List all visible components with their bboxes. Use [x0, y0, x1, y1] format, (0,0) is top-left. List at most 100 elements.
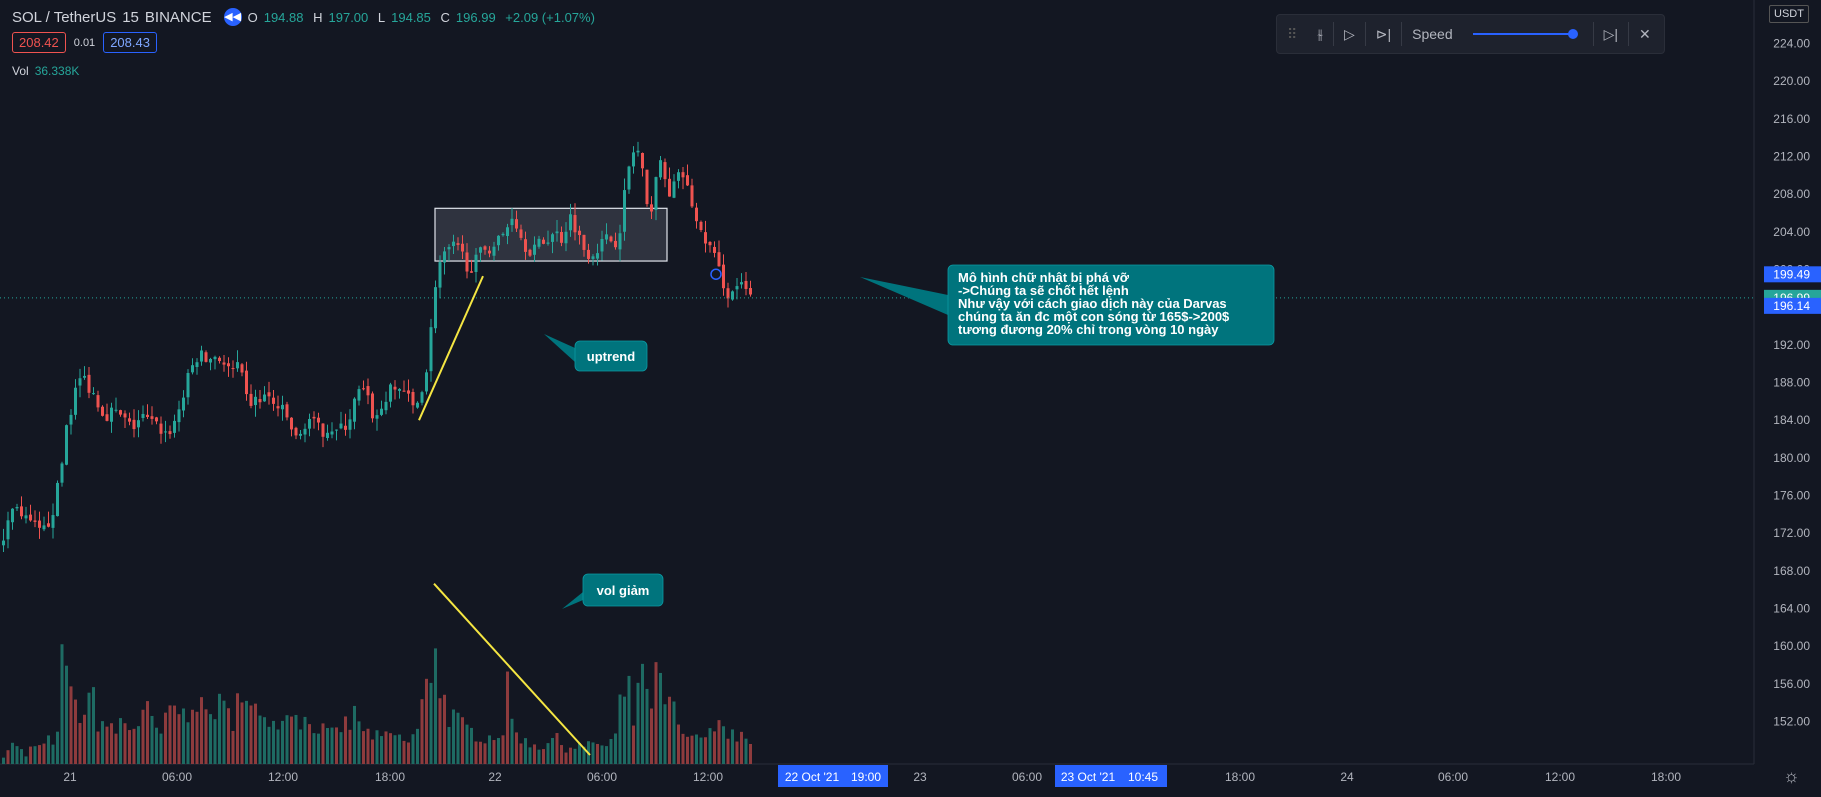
x-tick-label: 12:00	[693, 770, 723, 784]
candle	[110, 407, 113, 422]
volume-bar	[15, 746, 19, 764]
volume-bar	[69, 686, 73, 764]
volume-bar	[56, 731, 59, 764]
candle	[438, 262, 442, 288]
volume-bar	[398, 734, 401, 764]
volume-bar	[24, 756, 28, 764]
volume-bar	[141, 709, 145, 764]
gear-icon[interactable]: ☼	[1783, 766, 1800, 786]
volume-bar	[101, 721, 104, 764]
candle	[51, 515, 55, 528]
candle	[231, 368, 235, 370]
symbol-name[interactable]: SOL / TetherUS	[12, 8, 117, 26]
volume-bar	[168, 705, 172, 764]
volume-bar	[434, 648, 437, 764]
speed-label: Speed	[1412, 26, 1453, 42]
breakout-callout: Mô hình chữ nhật bị phá vỡ->Chúng ta sẽ …	[860, 264, 1275, 346]
volume-bar	[155, 727, 158, 764]
x-tick-label: 23	[913, 770, 927, 784]
volume-bar	[627, 675, 631, 764]
volume-bar	[195, 711, 199, 764]
candle	[312, 416, 316, 419]
candle	[546, 242, 550, 244]
volume-bar	[470, 727, 473, 764]
y-tick-label: 192.00	[1773, 338, 1810, 352]
sell-button[interactable]: 208.42	[12, 32, 66, 53]
volume-bar	[717, 720, 721, 764]
volume-bar	[542, 749, 545, 764]
candle	[686, 175, 689, 186]
volume-bar	[452, 709, 455, 764]
volume-bar	[384, 731, 388, 764]
volume-bar	[672, 701, 676, 764]
candle	[56, 482, 59, 517]
symbol-header: SOL / TetherUS 15 BINANCE ◀◀ O 194.88 H 19…	[12, 8, 607, 26]
play-icon[interactable]: ▷	[1343, 25, 1355, 42]
volume-bar	[2, 757, 5, 764]
volume-bar	[447, 726, 451, 764]
ohlc-values: O 194.88 H 197.00 L 194.85 C 196.99 +2.09 (+…	[247, 9, 595, 25]
candle	[515, 219, 518, 229]
rewind-icon[interactable]: ◀◀	[223, 8, 242, 26]
volume-bar	[191, 709, 194, 764]
candle	[119, 410, 122, 415]
candle	[294, 427, 298, 436]
candle	[650, 204, 653, 212]
interval[interactable]: 15	[122, 8, 139, 26]
volume-bar	[704, 737, 707, 764]
volume-bar	[740, 731, 743, 764]
volume-bar	[402, 740, 406, 764]
x-tick-label: 18:00	[1651, 770, 1681, 784]
buy-button[interactable]: 208.43	[103, 32, 157, 53]
volume-bar	[519, 743, 523, 764]
jump-to-realtime-icon[interactable]: ▷|	[1603, 25, 1619, 42]
volume-bar	[600, 745, 604, 764]
candle	[114, 409, 118, 411]
candle	[542, 239, 545, 244]
candle	[627, 166, 631, 190]
volume-bar	[20, 749, 23, 764]
volume-bar	[218, 693, 221, 764]
volume-bar	[537, 749, 541, 764]
volume-bar	[528, 747, 532, 764]
volume-bar	[699, 737, 703, 764]
candle	[101, 406, 104, 416]
volume-bar	[546, 743, 550, 764]
candle	[420, 392, 424, 403]
candle	[447, 247, 451, 250]
candle	[78, 378, 82, 386]
candle	[357, 389, 361, 401]
speed-slider[interactable]	[1472, 29, 1578, 39]
volume-bar	[488, 735, 491, 764]
candle	[564, 231, 568, 244]
select-bar-icon[interactable]: ⫳	[1317, 25, 1323, 42]
candle	[483, 246, 487, 250]
candle	[623, 190, 626, 232]
volume-bar	[249, 705, 253, 764]
candle	[146, 414, 149, 417]
volume-bar	[159, 733, 163, 764]
volume-bar	[659, 672, 662, 764]
close-icon[interactable]: ✕	[1639, 25, 1651, 42]
candle	[339, 423, 343, 429]
x-tick-label: 19:00	[851, 770, 881, 784]
volume-bar	[65, 665, 68, 764]
candle	[587, 249, 590, 259]
candle	[614, 240, 617, 248]
candle	[510, 218, 514, 226]
candle	[11, 508, 14, 523]
currency-label[interactable]: USDT	[1769, 5, 1809, 23]
step-forward-icon[interactable]: ⊳|	[1375, 25, 1392, 42]
candle	[218, 357, 221, 362]
volume-bar	[735, 741, 739, 764]
volume-bar	[38, 745, 41, 764]
volume-bar	[60, 644, 64, 764]
volume-bar	[137, 726, 140, 764]
volume-bar	[668, 696, 671, 764]
candle	[533, 244, 536, 255]
drag-handle-icon[interactable]: ⠿	[1287, 25, 1298, 42]
candle	[717, 252, 721, 267]
x-tick-label: 21	[63, 770, 77, 784]
candle	[344, 425, 347, 430]
